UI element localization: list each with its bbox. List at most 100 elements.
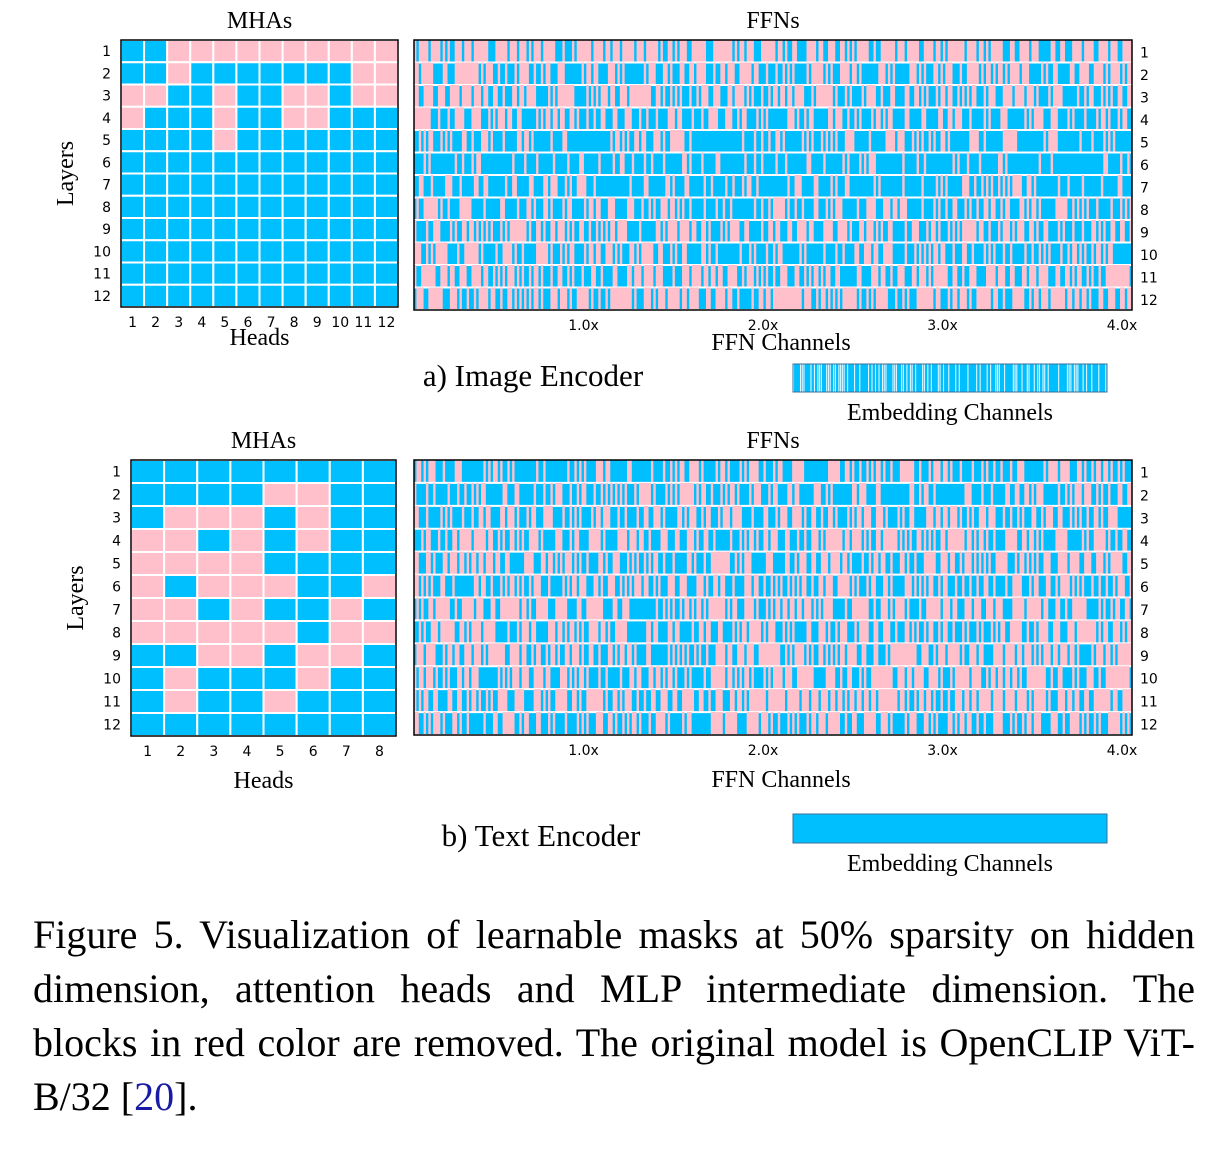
removed-channel <box>909 62 917 85</box>
removed-channel <box>1120 287 1125 310</box>
removed-channel <box>1112 620 1121 644</box>
x-tick-label: 4.0x <box>1107 318 1138 334</box>
removed-channel <box>1000 620 1006 644</box>
removed-channel <box>739 242 742 265</box>
head-cell <box>350 283 376 308</box>
removed-channel <box>562 40 565 63</box>
citation-link[interactable]: 20 <box>134 1074 175 1119</box>
removed-channel <box>988 220 991 243</box>
removed-channel <box>464 643 472 667</box>
x-tick-label: 10 <box>331 315 349 331</box>
removed-channel <box>775 62 778 85</box>
removed-channel <box>933 643 936 667</box>
removed-channel <box>615 712 618 735</box>
removed-channel <box>540 107 544 130</box>
removed-channel <box>696 482 699 506</box>
removed-channel <box>1000 107 1008 130</box>
removed-channel <box>1043 220 1049 243</box>
removed-channel <box>653 551 659 575</box>
removed-channel <box>875 460 881 483</box>
head-cell <box>143 283 169 308</box>
removed-channel <box>562 130 568 153</box>
removed-channel <box>648 712 651 735</box>
removed-channel <box>995 364 997 392</box>
removed-channel <box>433 712 441 735</box>
removed-channel <box>880 265 886 288</box>
removed-channel <box>1038 643 1042 667</box>
removed-channel <box>921 107 927 130</box>
removed-channel <box>866 574 869 598</box>
removed-channel <box>926 689 931 713</box>
removed-channel <box>933 528 936 552</box>
removed-channel <box>473 643 482 667</box>
embedding-strip-a: Embedding Channels <box>792 363 1108 426</box>
removed-channel <box>1091 220 1097 243</box>
removed-channel <box>789 643 793 667</box>
removed-channel <box>464 482 467 506</box>
removed-channel <box>753 574 759 598</box>
head-cell <box>130 505 166 530</box>
removed-channel <box>938 197 941 220</box>
removed-channel <box>1070 364 1072 392</box>
head-cell <box>130 574 166 599</box>
head-cell <box>350 217 376 242</box>
removed-channel <box>1108 482 1111 506</box>
removed-channel <box>966 620 970 644</box>
removed-channel <box>507 265 515 288</box>
head-cell <box>130 620 166 645</box>
removed-channel <box>844 597 848 621</box>
removed-channel <box>689 85 692 108</box>
removed-channel <box>638 482 651 506</box>
removed-channel <box>749 460 759 483</box>
removed-channel <box>878 175 881 198</box>
removed-channel <box>751 666 754 690</box>
removed-channel <box>442 551 448 575</box>
removed-channel <box>921 643 929 667</box>
removed-channel <box>555 528 563 552</box>
removed-channel <box>933 689 936 713</box>
removed-channel <box>770 712 773 735</box>
removed-channel <box>873 40 876 63</box>
removed-channel <box>1074 689 1080 713</box>
removed-channel <box>847 505 850 529</box>
removed-channel <box>746 712 759 735</box>
removed-channel <box>792 40 797 63</box>
removed-channel <box>689 197 692 220</box>
removed-channel <box>1079 242 1082 265</box>
removed-channel <box>686 528 695 552</box>
removed-channel <box>737 689 742 713</box>
removed-channel <box>536 712 541 735</box>
removed-channel <box>1021 712 1025 735</box>
removed-channel <box>1067 620 1075 644</box>
removed-channel <box>586 666 589 690</box>
removed-channel <box>414 666 417 690</box>
removed-channel <box>423 197 438 220</box>
removed-channel <box>983 197 989 220</box>
removed-channel <box>787 62 790 85</box>
y-tick-label: 10 <box>93 244 111 260</box>
removed-channel <box>1110 460 1113 483</box>
removed-channel <box>648 666 654 690</box>
removed-channel <box>938 107 943 130</box>
removed-channel <box>567 460 570 483</box>
removed-channel <box>993 574 996 598</box>
removed-channel <box>914 666 924 690</box>
removed-channel <box>1076 643 1080 667</box>
head-cell <box>258 194 284 219</box>
removed-channel <box>849 551 852 575</box>
head-cell <box>304 128 330 153</box>
removed-channel <box>449 287 458 310</box>
removed-channel <box>524 130 529 153</box>
removed-channel <box>1060 242 1063 265</box>
removed-channel <box>854 242 860 265</box>
removed-channel <box>662 62 668 85</box>
removed-channel <box>473 85 482 108</box>
removed-channel <box>784 551 790 575</box>
removed-channel <box>610 482 613 506</box>
removed-channel <box>915 364 917 392</box>
head-cell <box>373 128 399 153</box>
removed-channel <box>605 689 608 713</box>
head-cell <box>373 172 399 197</box>
removed-channel <box>1038 364 1041 392</box>
